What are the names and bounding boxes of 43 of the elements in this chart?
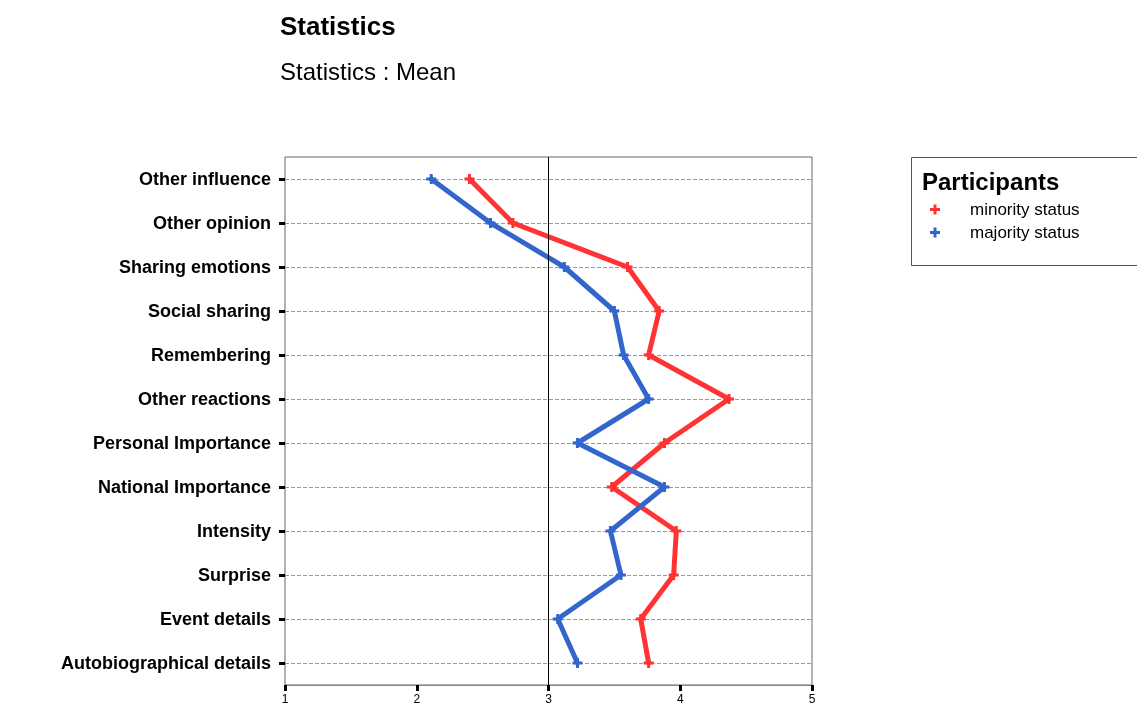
point: [659, 482, 670, 492]
point: [643, 658, 654, 668]
point: [559, 262, 570, 272]
y-tick-label: Surprise: [197, 565, 271, 585]
point: [643, 350, 654, 360]
point: [606, 482, 617, 492]
x-tick-label: 5: [808, 692, 816, 706]
legend-label: minority status: [970, 200, 1080, 219]
y-tick-label: Remembering: [150, 345, 271, 365]
point: [572, 658, 583, 668]
point: [643, 394, 654, 404]
point: [426, 174, 437, 184]
point: [659, 438, 670, 448]
point: [485, 218, 496, 228]
y-tick-label: Sharing emotions: [118, 257, 271, 277]
y-tick-label: Social sharing: [147, 301, 271, 321]
legend-title: Participants: [922, 167, 1060, 195]
point: [507, 218, 518, 228]
y-tick-label: Other influence: [138, 169, 271, 189]
x-tick-label: 1: [281, 692, 289, 706]
point: [654, 306, 665, 316]
y-tick-label: Other reactions: [137, 389, 271, 409]
legend-label: majority status: [970, 223, 1080, 242]
point: [609, 306, 620, 316]
y-tick-label: Autobiographical details: [60, 653, 271, 673]
point: [552, 614, 563, 624]
point: [464, 174, 475, 184]
point: [618, 350, 629, 360]
chart-title: Statistics: [280, 11, 396, 41]
y-tick-label: National Importance: [97, 477, 271, 497]
x-tick-label: 3: [545, 692, 553, 706]
x-tick-label: 2: [413, 692, 421, 706]
point: [605, 526, 616, 536]
x-tick-label: 4: [676, 692, 684, 706]
y-tick-label: Personal Importance: [92, 433, 271, 453]
y-tick-label: Event details: [159, 609, 271, 629]
point: [615, 570, 626, 580]
y-tick-label: Other opinion: [153, 213, 271, 233]
point: [724, 394, 734, 404]
chart-subtitle: Statistics : Mean: [280, 57, 457, 85]
point: [572, 438, 583, 448]
y-tick-label: Intensity: [196, 521, 271, 541]
point: [622, 262, 633, 272]
